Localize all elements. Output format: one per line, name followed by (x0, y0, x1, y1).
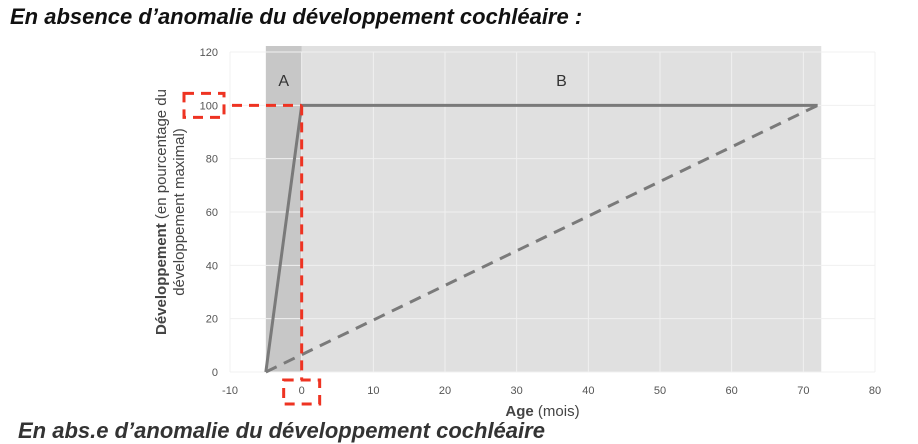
x-tick-label: 60 (726, 385, 738, 397)
partial-bottom-text: En abs.e d’anomalie du développement coc… (18, 418, 545, 443)
y-axis-title: Développement (en pourcentage du dévelop… (153, 89, 188, 335)
y-axis-title-line1: Développement (en pourcentage du (153, 89, 170, 335)
y-label-highlight-box (182, 91, 226, 119)
x-axis-title-bold: Age (505, 403, 533, 420)
x-tick-label: 30 (511, 385, 523, 397)
x-tick-labels: -10 0 10 20 30 40 50 60 70 80 (222, 385, 881, 397)
y-axis-title-line1-rest: (en pourcentage du (153, 89, 170, 223)
red-highlights (182, 91, 322, 406)
region-b-label: B (556, 73, 567, 90)
y-tick-labels: 0 20 40 60 80 100 120 (200, 47, 218, 379)
x-tick-label: -10 (222, 385, 238, 397)
x-tick-label: 40 (582, 385, 594, 397)
x-tick-label: 70 (797, 385, 809, 397)
region-b-shading (301, 46, 822, 372)
y-tick-label: 80 (206, 154, 218, 166)
y-tick-label: 40 (206, 260, 218, 272)
y-axis-title-bold: Développement (153, 223, 170, 335)
y-tick-label: 100 (200, 100, 218, 112)
x-tick-label: 10 (367, 385, 379, 397)
x-tick-label: 0 (299, 385, 305, 397)
x-tick-label: 20 (439, 385, 451, 397)
x-tick-label: 50 (654, 385, 666, 397)
y-tick-label: 120 (200, 47, 218, 59)
x-tick-label: 80 (869, 385, 881, 397)
region-a-label: A (278, 73, 289, 90)
page-title: En absence d’anomalie du développement c… (10, 4, 583, 29)
y-tick-label: 20 (206, 314, 218, 326)
y-tick-label: 60 (206, 207, 218, 219)
x-axis-title-unit: (mois) (534, 403, 580, 420)
y-axis-title-line2: développement maximal) (171, 128, 188, 296)
x-axis-title: Age (mois) (505, 403, 579, 420)
x-label-highlight-box (282, 378, 322, 406)
dashed-series-line (265, 103, 819, 374)
y-tick-label: 0 (212, 367, 218, 379)
